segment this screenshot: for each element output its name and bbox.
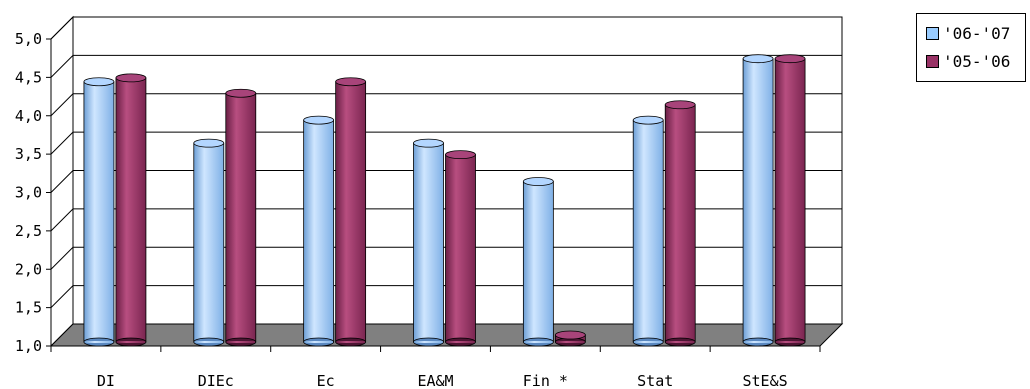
y-tick-label: 4,0 bbox=[15, 107, 42, 125]
bar-body bbox=[774, 58, 806, 343]
bar-base-cover bbox=[84, 341, 114, 343]
legend-swatch-series-2 bbox=[926, 55, 939, 68]
bar-top bbox=[303, 115, 335, 125]
bar-1-5 bbox=[664, 100, 696, 347]
gridline-side bbox=[50, 246, 74, 270]
bar-base-cover bbox=[194, 341, 223, 343]
bar-base-cover bbox=[743, 341, 773, 343]
bar-base-cover bbox=[446, 341, 475, 343]
bar-base-cover bbox=[524, 341, 553, 343]
bar-0-2 bbox=[303, 115, 335, 347]
bar-1-1 bbox=[225, 88, 257, 347]
bar-top bbox=[632, 115, 664, 125]
bar-base-cover bbox=[634, 341, 663, 343]
bar-top bbox=[335, 77, 367, 87]
bar-top bbox=[193, 138, 225, 148]
bar-top bbox=[225, 88, 257, 98]
bar-body bbox=[522, 181, 554, 343]
bar-0-6 bbox=[742, 54, 774, 347]
bar-body bbox=[83, 81, 115, 343]
y-tick-label: 3,5 bbox=[15, 145, 42, 163]
y-tick-label: 2,5 bbox=[15, 222, 42, 240]
bar-0-4 bbox=[522, 177, 554, 347]
bar-1-0 bbox=[115, 73, 147, 347]
gridline-side bbox=[50, 170, 74, 193]
x-category-label: DIEc bbox=[198, 372, 234, 389]
bar-body bbox=[632, 119, 664, 343]
legend-item-series-2: '05-'06 bbox=[926, 52, 1010, 71]
bar-base-cover bbox=[775, 341, 805, 343]
bar-top bbox=[115, 73, 147, 83]
bar-1-3 bbox=[445, 150, 476, 347]
x-category-label: DI bbox=[97, 372, 115, 389]
bar-base-cover bbox=[666, 341, 695, 343]
legend-swatch-series-1 bbox=[926, 27, 939, 40]
bar-body bbox=[413, 142, 444, 343]
bar-body bbox=[445, 154, 476, 343]
bar-1-4 bbox=[554, 330, 586, 347]
y-tick-label: 5,0 bbox=[15, 30, 42, 48]
x-category-label: StE&S bbox=[742, 372, 787, 389]
bar-top bbox=[445, 150, 476, 160]
y-tick-label: 3,0 bbox=[15, 184, 42, 202]
legend-item-series-1: '06-'07 bbox=[926, 24, 1010, 43]
bar-base-cover bbox=[556, 341, 585, 343]
bar-base-cover bbox=[414, 341, 443, 343]
y-tick-label: 1,5 bbox=[15, 299, 42, 317]
bar-1-6 bbox=[774, 54, 806, 347]
chart-legend: '06-'07 '05-'06 bbox=[916, 13, 1026, 82]
gridline-side bbox=[50, 131, 74, 155]
y-tick-label: 4,5 bbox=[15, 68, 42, 86]
bar-body bbox=[335, 81, 367, 343]
bar-body bbox=[115, 77, 147, 343]
bar-top bbox=[413, 138, 444, 148]
gridline-side bbox=[50, 16, 74, 40]
x-category-label: Fin * bbox=[523, 372, 568, 389]
gridline-side bbox=[50, 285, 74, 308]
bar-top bbox=[774, 54, 806, 64]
bar-base-cover bbox=[116, 341, 146, 343]
bar-base-cover bbox=[336, 341, 365, 343]
gridline-side bbox=[50, 55, 74, 78]
legend-label-series-2: '05-'06 bbox=[943, 52, 1011, 71]
y-tick-label: 2,0 bbox=[15, 260, 42, 278]
bar-top bbox=[554, 330, 586, 340]
bar-0-0 bbox=[83, 77, 115, 347]
gridline-side bbox=[50, 93, 74, 117]
x-category-label: Stat bbox=[637, 372, 673, 389]
gridline-side bbox=[50, 208, 74, 232]
bar-top bbox=[742, 54, 774, 64]
bar-base-cover bbox=[304, 341, 333, 343]
bar-body bbox=[303, 119, 335, 343]
bar-1-2 bbox=[335, 77, 367, 347]
bar-body bbox=[225, 92, 257, 343]
bar-body bbox=[664, 104, 696, 343]
x-category-label: Ec bbox=[317, 372, 335, 389]
bar-top bbox=[83, 77, 115, 87]
bar-body bbox=[742, 58, 774, 343]
bar-0-3 bbox=[413, 138, 444, 347]
bar-base-cover bbox=[226, 341, 255, 343]
bar-top bbox=[664, 100, 696, 110]
x-category-label: EA&M bbox=[417, 372, 453, 389]
bar-0-1 bbox=[193, 138, 225, 347]
bar-0-5 bbox=[632, 115, 664, 347]
bar-top bbox=[522, 177, 554, 186]
legend-label-series-1: '06-'07 bbox=[943, 24, 1011, 43]
bar-body bbox=[193, 142, 225, 343]
y-tick-label: 1,0 bbox=[15, 337, 42, 355]
